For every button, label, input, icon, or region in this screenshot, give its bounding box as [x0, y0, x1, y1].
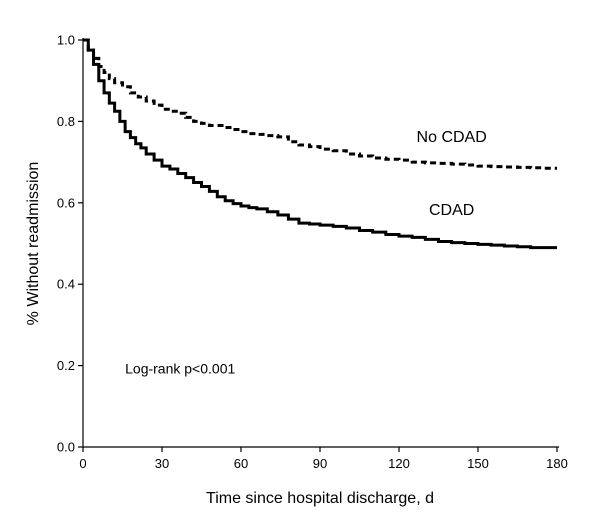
- series-layer: [83, 38, 557, 250]
- y-axis-ticks: 0.0 0.2 0.4 0.6 0.8 1.0: [57, 33, 83, 455]
- x-tick-label: 150: [467, 456, 489, 471]
- labels-layer: No CDAD CDAD: [417, 129, 487, 219]
- x-tick-label: 180: [546, 456, 568, 471]
- y-tick-label: 0.6: [57, 195, 75, 210]
- series-label-no-cdad: No CDAD: [417, 129, 487, 146]
- x-tick-label: 120: [388, 456, 410, 471]
- y-tick-label: 0.2: [57, 358, 75, 373]
- y-tick-label: 1.0: [57, 33, 75, 48]
- series-label-cdad: CDAD: [429, 202, 474, 219]
- x-axis-ticks: 0 30 60 90 120 150 180: [79, 447, 568, 471]
- axes: [82, 38, 559, 448]
- x-tick-label: 30: [155, 456, 169, 471]
- y-axis-label: % Without readmission: [25, 162, 42, 326]
- series-line-cdad: [83, 38, 557, 250]
- log-rank-annotation: Log-rank p<0.001: [125, 361, 235, 377]
- x-axis-label: Time since hospital discharge, d: [206, 490, 434, 507]
- y-tick-label: 0.4: [57, 277, 75, 292]
- x-tick-label: 60: [234, 456, 248, 471]
- x-tick-label: 0: [79, 456, 86, 471]
- x-tick-label: 90: [313, 456, 327, 471]
- y-tick-label: 0.0: [57, 440, 75, 455]
- y-tick-label: 0.8: [57, 114, 75, 129]
- series-line-no-cdad: [83, 38, 557, 170]
